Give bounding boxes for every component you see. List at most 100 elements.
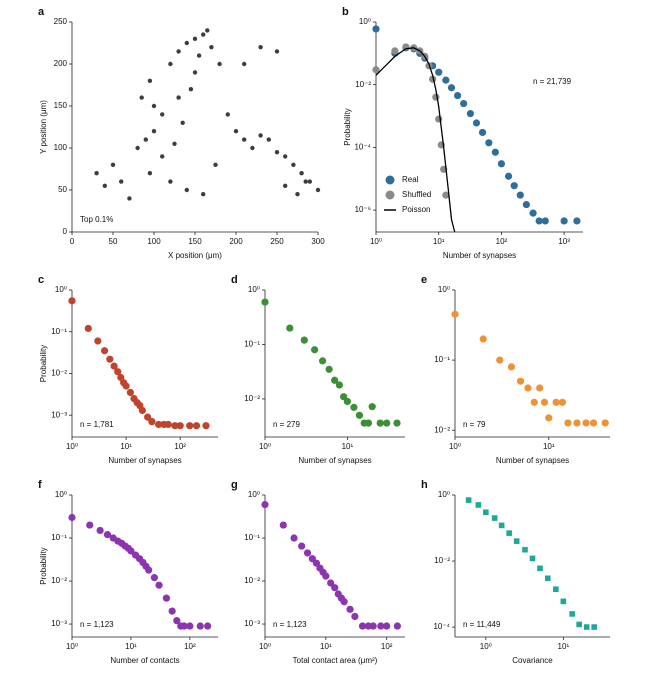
y-tick-label: 10⁻¹: [244, 533, 260, 542]
x-tick-label: 10⁰: [66, 642, 78, 651]
point: [103, 531, 112, 539]
y-tick-label: 10⁻³: [51, 619, 67, 628]
point: [451, 310, 459, 318]
point: [479, 335, 487, 343]
point: [355, 411, 364, 419]
y-tick-label: 10⁻³: [51, 410, 67, 419]
point: [217, 61, 222, 67]
point: [171, 422, 179, 430]
point: [491, 148, 499, 156]
y-tick-label: 10⁻¹: [244, 340, 260, 349]
point: [162, 594, 171, 602]
y-tick-label: 10⁰: [438, 285, 450, 294]
point: [601, 419, 609, 427]
point: [311, 346, 319, 354]
point: [192, 70, 198, 75]
point: [383, 622, 391, 630]
annotation: n = 79: [463, 420, 486, 429]
point: [209, 45, 214, 50]
y-tick-label: 10⁻²: [244, 576, 260, 585]
y-axis-label: Probability: [39, 547, 48, 584]
annotation: n = 1,781: [80, 420, 114, 429]
point: [472, 119, 481, 127]
point: [147, 78, 153, 84]
point: [536, 384, 544, 392]
x-tick-label: 10²: [174, 442, 186, 451]
point: [583, 624, 590, 630]
point: [478, 128, 487, 137]
x-axis-label: X position (μm): [168, 251, 222, 260]
legend-label: Poisson: [402, 205, 430, 214]
x-axis-label: Number of synapses: [443, 251, 516, 260]
point: [516, 191, 524, 199]
x-tick-label: 10¹: [120, 442, 132, 451]
point: [372, 25, 380, 33]
point: [393, 419, 401, 427]
point: [351, 612, 359, 621]
point: [540, 398, 549, 406]
point: [466, 109, 474, 118]
point: [369, 622, 377, 630]
point: [205, 28, 210, 33]
point: [150, 574, 158, 582]
x-tick-label: 10⁰: [259, 642, 271, 651]
y-tick-label: 10⁻¹: [434, 355, 450, 364]
y-tick-label: 10⁰: [248, 490, 260, 499]
point: [573, 217, 581, 225]
x-axis-label: Number of synapses: [108, 456, 181, 465]
point: [196, 53, 202, 58]
point: [442, 191, 450, 199]
annotation: n = 21,739: [533, 77, 572, 86]
point: [560, 598, 567, 605]
y-tick-label: 10⁻¹: [51, 533, 67, 542]
point: [327, 579, 335, 587]
x-tick-label: 10⁰: [449, 442, 461, 451]
point: [94, 171, 99, 176]
point: [110, 162, 116, 167]
point: [119, 179, 124, 184]
point: [435, 115, 443, 123]
x-tick-label: 150: [188, 237, 202, 246]
point: [196, 622, 204, 630]
point: [279, 521, 287, 529]
point: [589, 419, 598, 427]
point: [343, 397, 352, 406]
x-tick-label: 10⁰: [66, 442, 78, 451]
point: [144, 413, 152, 421]
x-tick-label: 10¹: [558, 642, 570, 651]
point: [307, 179, 312, 184]
point: [102, 183, 108, 188]
point: [242, 137, 247, 142]
point: [68, 513, 76, 522]
point: [506, 530, 512, 536]
y-tick-label: 10⁻³: [244, 619, 260, 628]
x-tick-label: 50: [109, 237, 118, 246]
point: [460, 99, 468, 108]
point: [498, 522, 505, 529]
point: [315, 187, 321, 193]
y-tick-label: 10⁻⁴: [433, 622, 450, 631]
point: [242, 61, 247, 67]
x-tick-label: 300: [311, 237, 325, 246]
point: [496, 356, 504, 364]
x-tick-label: 10²: [496, 237, 508, 246]
panel-label: h: [421, 479, 428, 491]
point: [553, 586, 559, 593]
point: [160, 112, 165, 117]
point: [148, 418, 156, 426]
point: [204, 622, 212, 630]
y-axis-label: Probability: [39, 345, 48, 382]
point: [483, 509, 489, 516]
y-tick-label: 10⁻²: [434, 556, 450, 565]
point: [186, 422, 194, 430]
point: [126, 388, 134, 397]
point: [303, 179, 308, 184]
y-tick-label: 10⁻⁶: [355, 205, 371, 214]
point: [213, 162, 218, 167]
point: [442, 76, 450, 84]
point: [283, 154, 288, 159]
x-tick-label: 10⁰: [259, 442, 271, 451]
point: [86, 521, 94, 529]
point: [266, 137, 271, 142]
x-axis-label: Covariance: [512, 656, 553, 665]
